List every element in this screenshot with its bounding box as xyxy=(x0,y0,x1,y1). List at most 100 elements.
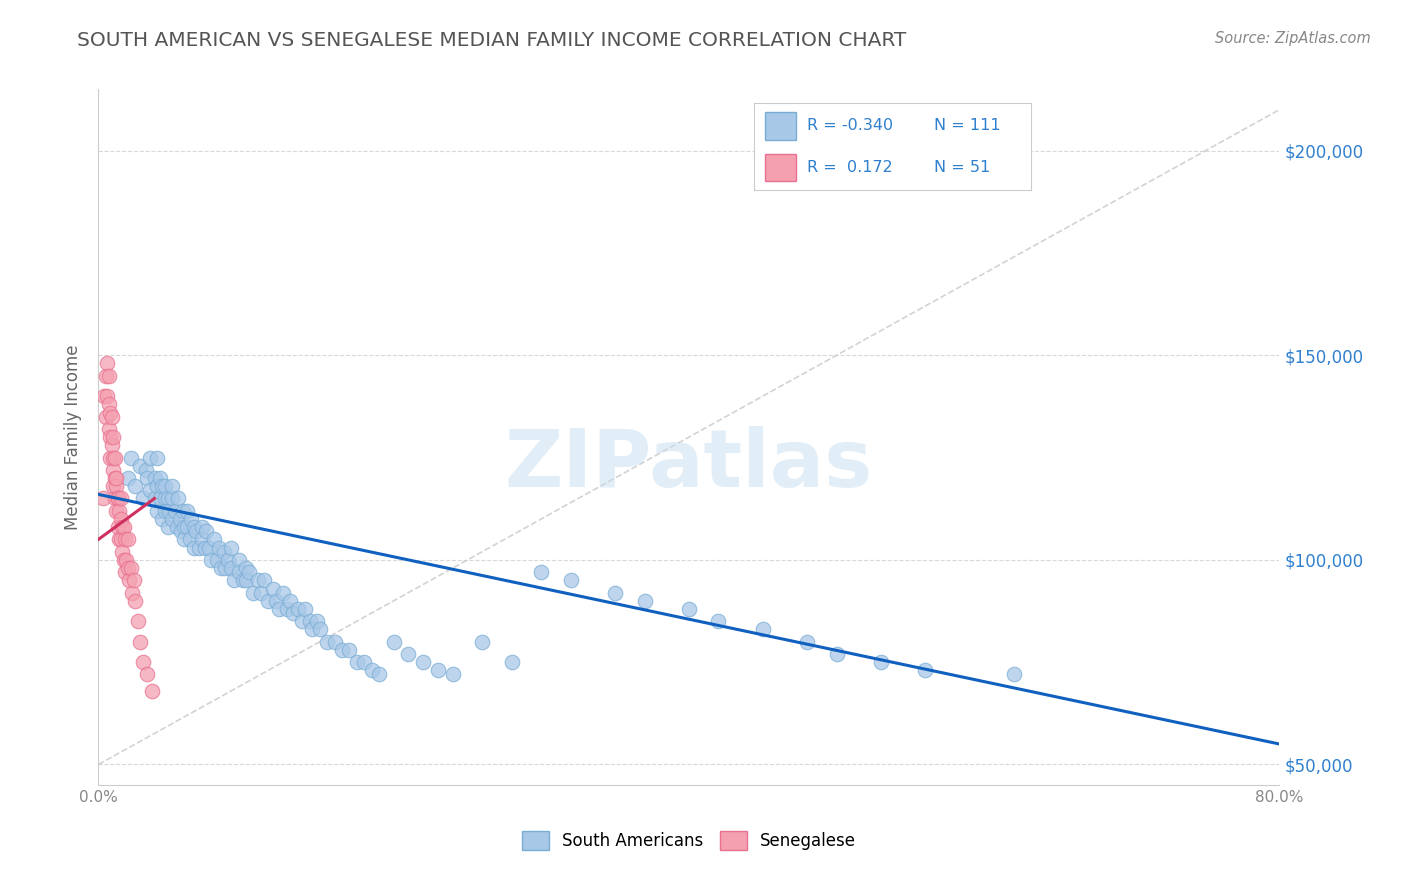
Point xyxy=(441,667,464,681)
Point xyxy=(104,471,127,485)
Point xyxy=(165,504,187,518)
Point xyxy=(97,397,120,411)
Point xyxy=(170,524,193,539)
Text: SOUTH AMERICAN VS SENEGALESE MEDIAN FAMILY INCOME CORRELATION CHART: SOUTH AMERICAN VS SENEGALESE MEDIAN FAMI… xyxy=(77,31,907,50)
Point xyxy=(427,664,450,678)
Point xyxy=(162,491,183,506)
Point xyxy=(162,512,183,526)
Point xyxy=(194,541,217,555)
Point xyxy=(112,553,135,567)
Point xyxy=(149,471,172,485)
Point xyxy=(167,491,190,506)
Point xyxy=(105,471,128,485)
Point xyxy=(156,520,179,534)
Point xyxy=(124,479,146,493)
Point xyxy=(1002,667,1025,681)
Point xyxy=(796,634,818,648)
Point xyxy=(153,479,176,493)
Point xyxy=(118,574,141,588)
Point xyxy=(105,504,128,518)
Point xyxy=(107,491,129,506)
Point xyxy=(110,533,132,547)
Point xyxy=(105,479,128,493)
Point xyxy=(678,602,700,616)
Point xyxy=(501,655,523,669)
Point xyxy=(250,585,273,599)
Point xyxy=(94,409,117,424)
Point xyxy=(146,504,169,518)
Point xyxy=(166,520,188,534)
Point xyxy=(200,553,222,567)
Text: Source: ZipAtlas.com: Source: ZipAtlas.com xyxy=(1215,31,1371,46)
Point xyxy=(146,479,169,493)
Point xyxy=(287,602,309,616)
Point xyxy=(141,683,163,698)
Point xyxy=(217,553,239,567)
Point xyxy=(242,585,264,599)
Point xyxy=(173,533,195,547)
Point xyxy=(246,574,269,588)
Point xyxy=(309,623,332,637)
Point xyxy=(180,512,202,526)
Point xyxy=(96,389,118,403)
Point xyxy=(100,409,122,424)
Point xyxy=(262,582,284,596)
Point xyxy=(162,479,183,493)
Point xyxy=(214,561,236,575)
Point xyxy=(228,565,250,579)
Point xyxy=(382,634,405,648)
Point xyxy=(176,504,198,518)
Point xyxy=(208,541,231,555)
Point xyxy=(120,561,142,575)
Point xyxy=(330,643,353,657)
Point xyxy=(257,594,280,608)
Point xyxy=(291,614,314,628)
Point xyxy=(107,520,129,534)
Point xyxy=(103,479,125,493)
Point xyxy=(139,450,162,465)
Point xyxy=(294,602,316,616)
Point xyxy=(150,512,173,526)
Point xyxy=(169,512,191,526)
Point xyxy=(157,504,180,518)
Point xyxy=(93,389,115,403)
Point xyxy=(107,491,129,506)
Point xyxy=(135,463,157,477)
Point xyxy=(271,585,294,599)
Point xyxy=(301,623,323,637)
Point xyxy=(264,594,287,608)
Point xyxy=(398,647,420,661)
Point xyxy=(103,450,125,465)
Point xyxy=(146,450,169,465)
Point xyxy=(605,585,627,599)
Point xyxy=(305,614,328,628)
Point xyxy=(94,368,117,383)
Point xyxy=(172,504,194,518)
Point xyxy=(346,655,368,669)
Point xyxy=(104,450,127,465)
Point xyxy=(173,520,195,534)
Point xyxy=(124,594,146,608)
Point xyxy=(412,655,434,669)
Point xyxy=(198,541,221,555)
Point xyxy=(97,368,120,383)
Point xyxy=(122,574,145,588)
Point xyxy=(530,565,553,579)
Point xyxy=(96,356,118,370)
Point xyxy=(560,574,582,588)
Point xyxy=(298,614,321,628)
Point xyxy=(100,438,122,452)
Point xyxy=(195,524,218,539)
Point xyxy=(115,553,138,567)
Point xyxy=(112,520,135,534)
Point xyxy=(205,553,228,567)
Point xyxy=(117,561,139,575)
Point xyxy=(110,491,132,506)
Point xyxy=(121,585,143,599)
Point xyxy=(111,520,134,534)
Point xyxy=(98,450,121,465)
Point xyxy=(128,458,150,473)
Point xyxy=(91,491,114,506)
Point xyxy=(108,533,131,547)
Point xyxy=(183,541,205,555)
